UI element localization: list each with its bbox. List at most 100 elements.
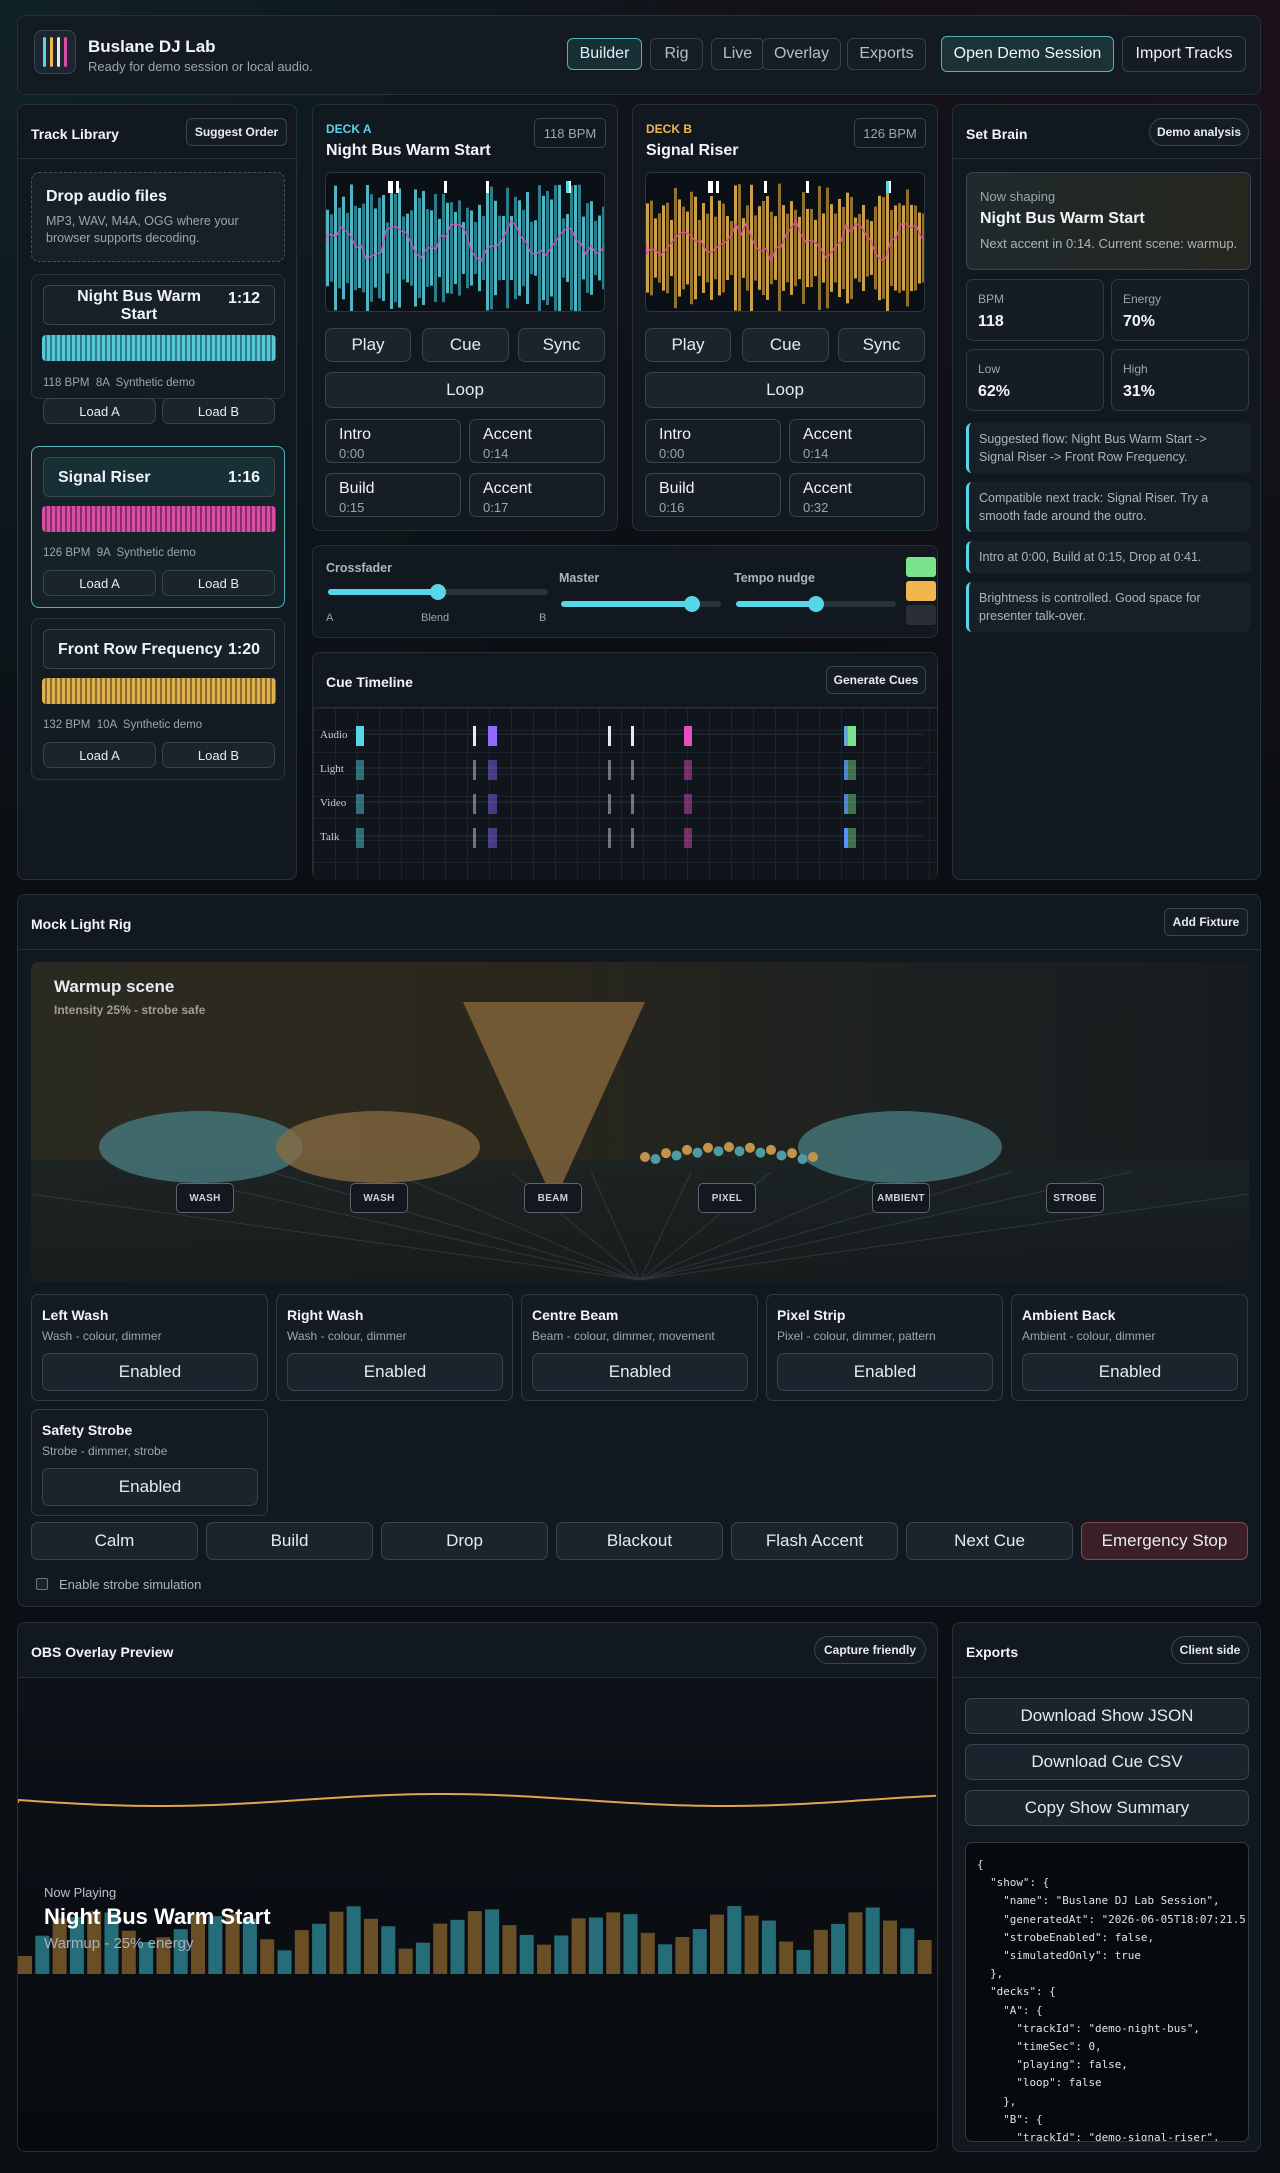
deck-a-sync-button[interactable]: Sync [518, 328, 605, 362]
tempo-nudge-slider[interactable] [736, 596, 896, 612]
fixture-label-ambient[interactable]: AMBIENT [872, 1183, 930, 1213]
cue-time: 0:15 [339, 500, 365, 515]
suggest-order-button[interactable]: Suggest Order [186, 118, 287, 146]
load-a-button[interactable]: Load A [43, 570, 156, 596]
fixture-toggle-button[interactable]: Enabled [42, 1468, 258, 1506]
tab-exports[interactable]: Exports [847, 38, 926, 70]
drop-zone[interactable]: Drop audio files MP3, WAV, M4A, OGG wher… [31, 172, 285, 262]
cue-time: 0:14 [803, 446, 829, 461]
track-card[interactable]: Night Bus Warm Start 1:12 118 BPM 8A Syn… [31, 274, 285, 399]
waveform-bar [438, 218, 441, 278]
deck-a-cue-point[interactable]: Intro 0:00 [325, 419, 461, 463]
load-b-button[interactable]: Load B [162, 570, 275, 596]
fixture-label-wash[interactable]: WASH [350, 1183, 408, 1213]
fixture-label-beam[interactable]: BEAM [524, 1183, 582, 1213]
overlay-bar [173, 1929, 188, 1974]
load-a-button[interactable]: Load A [43, 742, 156, 768]
fixture-toggle-button[interactable]: Enabled [777, 1353, 993, 1391]
deck-b-cue-point[interactable]: Intro 0:00 [645, 419, 781, 463]
deck-a-cue-point[interactable]: Build 0:15 [325, 473, 461, 517]
waveform-bar [902, 205, 905, 291]
deck-a-cue-point[interactable]: Accent 0:14 [469, 419, 605, 463]
deck-a-waveform[interactable] [325, 172, 605, 312]
waveform-bar [326, 209, 329, 287]
next-cue-button[interactable]: Next Cue [906, 1522, 1073, 1560]
tab-rig[interactable]: Rig [650, 38, 703, 70]
now-shaping-label: Now shaping [980, 189, 1056, 204]
json-preview-text: { "show": { "name": "Buslane DJ Lab Sess… [977, 1858, 1246, 2142]
generate-cues-button[interactable]: Generate Cues [826, 666, 926, 694]
deck-a-cue-point[interactable]: Accent 0:17 [469, 473, 605, 517]
fixture-toggle-button[interactable]: Enabled [42, 1353, 258, 1391]
tab-live[interactable]: Live [711, 38, 764, 70]
overlay-bar [191, 1914, 205, 1974]
fixture-toggle-button[interactable]: Enabled [532, 1353, 748, 1391]
tab-builder[interactable]: Builder [567, 38, 642, 70]
fixture-label-wash[interactable]: WASH [176, 1183, 234, 1213]
tempo-knob[interactable] [808, 596, 824, 612]
download-show-json-button[interactable]: Download Show JSON [965, 1698, 1249, 1734]
waveform-bar [898, 203, 901, 293]
deck-b-sync-button[interactable]: Sync [838, 328, 925, 362]
waveform-bar [766, 196, 769, 300]
scene-blackout-button[interactable]: Blackout [556, 1522, 723, 1560]
timeline-svg[interactable]: Audio Light Video Talk [318, 713, 928, 873]
fixture-card-left-wash: Left Wash Wash - colour, dimmer Enabled [31, 1294, 268, 1401]
fixture-toggle-button[interactable]: Enabled [287, 1353, 503, 1391]
timeline-cue [473, 726, 476, 746]
deck-b-cue-button[interactable]: Cue [742, 328, 829, 362]
overlay-bar [104, 1912, 119, 1974]
waveform-bar [806, 208, 809, 288]
deck-b-waveform[interactable] [645, 172, 925, 312]
pixel-dot [734, 1146, 745, 1157]
load-a-button[interactable]: Load A [43, 398, 156, 424]
track-card-selected[interactable]: Signal Riser 1:16 126 BPM 9A Synthetic d… [31, 446, 285, 608]
app-subtitle: Ready for demo session or local audio. [88, 59, 313, 74]
import-tracks-button[interactable]: Import Tracks [1122, 36, 1246, 72]
deck-a-loop-button[interactable]: Loop [325, 372, 605, 408]
waveform-bar [662, 205, 665, 291]
stat-value: 62% [978, 383, 1011, 400]
emergency-stop-button[interactable]: Emergency Stop [1081, 1522, 1248, 1560]
copy-show-summary-button[interactable]: Copy Show Summary [965, 1790, 1249, 1826]
fixture-label-strobe[interactable]: STROBE [1046, 1183, 1104, 1213]
cue-marker [710, 181, 713, 193]
master-slider[interactable] [561, 596, 721, 612]
timeline-cue [488, 760, 497, 780]
overlay-bar [121, 1930, 136, 1974]
scene-calm-button[interactable]: Calm [31, 1522, 198, 1560]
overlay-bar [848, 1912, 863, 1974]
open-demo-session-button[interactable]: Open Demo Session [941, 36, 1114, 72]
scene-build-button[interactable]: Build [206, 1522, 373, 1560]
download-cue-csv-button[interactable]: Download Cue CSV [965, 1744, 1249, 1780]
tab-overlay-btn[interactable]: Overlay [762, 38, 841, 70]
master-knob[interactable] [684, 596, 701, 612]
waveform-bar [702, 203, 705, 293]
brain-note: Brightness is controlled. Good space for… [966, 582, 1251, 632]
scene-flash-accent-button[interactable]: Flash Accent [731, 1522, 898, 1560]
crossfader-knob[interactable] [430, 584, 446, 600]
deck-b-loop-button[interactable]: Loop [645, 372, 925, 408]
deck-b-play-button[interactable]: Play [645, 328, 731, 362]
load-b-button[interactable]: Load B [162, 742, 275, 768]
waveform-bar [850, 196, 853, 300]
overlay-energy-line [18, 1793, 937, 1808]
fixture-label-pixel[interactable]: PIXEL [698, 1183, 756, 1213]
timeline-cue [684, 828, 692, 848]
deck-b-cue-point[interactable]: Accent 0:14 [789, 419, 925, 463]
waveform-bar [598, 215, 601, 281]
deck-a-play-button[interactable]: Play [325, 328, 411, 362]
cue-marker [444, 181, 447, 193]
scene-drop-button[interactable]: Drop [381, 1522, 548, 1560]
fixture-toggle-button[interactable]: Enabled [1022, 1353, 1238, 1391]
strobe-checkbox[interactable] [36, 1578, 48, 1590]
add-fixture-button[interactable]: Add Fixture [1164, 908, 1248, 936]
deck-a-cue-button[interactable]: Cue [422, 328, 509, 362]
deck-b-cue-point[interactable]: Accent 0:32 [789, 473, 925, 517]
json-preview[interactable]: { "show": { "name": "Buslane DJ Lab Sess… [965, 1842, 1249, 2142]
strobe-checkbox-label[interactable]: Enable strobe simulation [59, 1577, 202, 1592]
crossfader-slider[interactable] [328, 584, 548, 600]
load-b-button[interactable]: Load B [162, 398, 275, 424]
deck-b-cue-point[interactable]: Build 0:16 [645, 473, 781, 517]
fixture-name: Centre Beam [532, 1307, 619, 1323]
